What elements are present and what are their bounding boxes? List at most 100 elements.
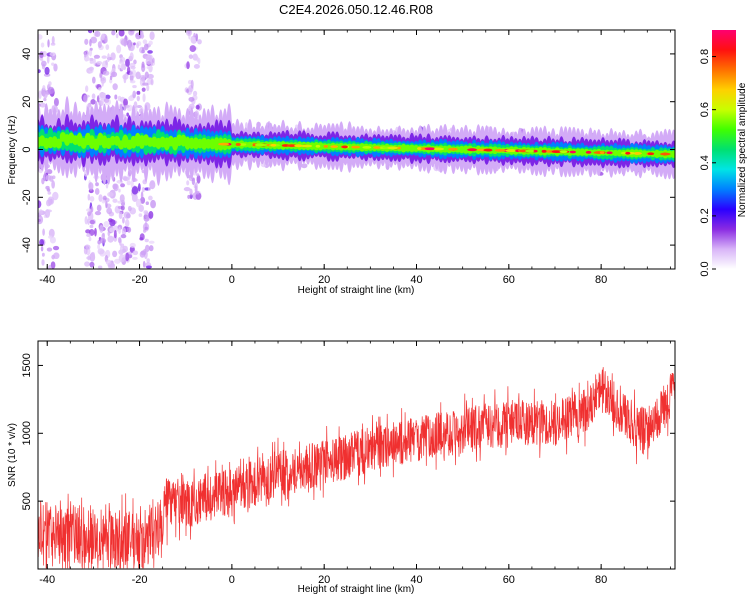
spectrogram-cell [89,60,94,64]
spectrogram-cell [47,191,52,195]
spectrogram-cell [90,36,98,44]
spectrogram-cell [129,242,136,248]
spectrogram-cell [98,87,102,91]
spectrogram-peak [471,148,476,152]
spectrogram-cell [51,35,55,45]
spectrogram-cell [50,42,56,46]
spectrogram-cell [88,229,95,236]
spectrogram-cell [40,42,45,48]
spectrogram-cell [49,175,54,182]
y-tick-label: -20 [21,189,33,205]
spectrogram-cell [117,64,121,70]
spectrogram-cell [137,183,141,192]
spectrogram-peak [270,143,277,147]
spectrogram-peak [254,143,266,147]
spectrogram-cell [113,183,119,192]
spectrogram-cell [136,90,141,95]
spectrogram-cell [111,30,116,36]
spectrogram-cell [186,180,190,186]
spectrogram-cell [102,70,110,76]
spectrogram-cell [48,81,52,86]
spectrogram-cell [96,204,102,212]
spectrogram-cell [86,208,92,212]
spectrogram-cell [108,218,113,223]
colorbar-tick-label: 0.8 [699,49,711,64]
spectrogram-cell [109,75,113,81]
page-title: C2E4.2026.050.12.46.R08 [279,2,433,17]
spectrogram-cell [144,226,149,230]
spectrogram-cell [89,47,93,51]
spectrogram-cell [197,39,202,45]
spectrogram-cell [194,182,198,191]
spectrogram-cell [89,219,96,225]
y-tick-label: -40 [21,237,33,253]
spectrogram-peak [362,145,372,149]
spectrogram-cell [122,216,125,224]
spectrogram-cell [300,163,308,169]
spectrogram-cell [89,38,92,47]
snr-background [38,341,675,569]
colorbar-gradient [712,30,736,269]
spectrogram-marks [38,30,675,269]
spectrogram-cell [133,101,138,109]
spectrogram-cell [126,180,131,186]
spectrogram-peak [301,144,313,148]
spectrogram-cell [87,30,93,34]
spectrogram-cell [148,40,153,46]
spectrogram-cell [112,83,118,91]
spectrogram-cell [148,211,154,219]
spectrogram-cell [128,95,135,102]
spectrogram-peak [419,147,427,151]
spectrogram-cell [195,104,200,110]
spectrogram-cell [99,72,103,79]
x-tick-label: 80 [595,574,607,586]
spectrogram-cell [88,66,95,71]
spectrogram-cell [135,198,142,208]
spectrogram-cell [197,57,201,65]
spectrogram-cell [193,32,196,38]
spectrogram-cell [98,194,103,202]
spectrogram-cell [123,104,127,111]
spectrogram-cell [45,209,53,213]
spectrogram-cell [139,46,146,54]
spectrogram-peak [633,152,642,155]
spectrogram-peak [541,149,547,153]
spectrogram-cell [53,97,59,107]
spectrogram-cell [111,71,118,78]
spectrogram-cell [142,93,146,103]
spectrogram-cell [196,174,201,184]
spectrogram-cell [47,264,52,269]
x-tick-label: -40 [39,274,55,286]
spectrogram-cell [105,259,112,265]
spectrogram-cell [132,256,138,260]
colorbar-label: Normalized spectral amplitude [737,82,748,217]
spectrogram-cell [189,188,193,196]
spectrogram-cell [193,63,200,69]
spectrogram-peak [647,152,655,156]
spectrogram-cell [53,252,60,260]
spectrogram-cell [48,235,53,239]
x-tick-label: 0 [229,574,235,586]
spectrogram-cell [52,191,59,201]
spectrogram-peak [417,147,422,150]
spectrogram-cell [42,91,48,99]
spectrogram-cell [103,220,110,228]
y-tick-label: 40 [21,48,33,60]
spectrogram-cell [188,54,194,59]
spectrogram-cell [117,237,122,244]
spectrogram-cell [84,57,91,62]
spectrogram-cell [51,62,55,66]
x-tick-label: 60 [503,574,515,586]
spectrogram-peak [373,146,381,149]
spectrogram-peak [625,151,631,155]
spectrogram-cell [92,76,96,84]
spectrogram-cell [38,69,41,74]
spectrogram-cell [116,44,122,54]
spectrogram-cell [129,79,136,84]
spectrogram-peak [424,147,435,151]
spectrogram-cell [97,265,103,269]
spectrogram-cell [147,73,154,79]
spectrogram-cell [136,95,140,102]
spectrogram-cell [51,180,55,189]
spectrogram-cell [38,209,43,216]
